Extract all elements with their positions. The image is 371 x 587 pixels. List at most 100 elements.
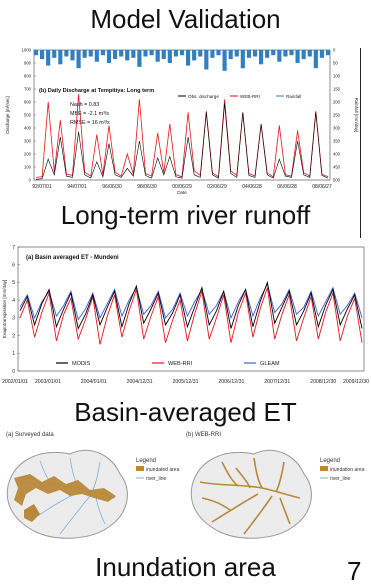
x-tick-label: 98/06/30 [137, 184, 157, 190]
y-tick-label: 100 [24, 165, 32, 170]
y2-tick-label: 250 [333, 113, 341, 118]
discharge-chart: 0 100 200 300 400 500 600 700 800 900 1000 0 50 100 15… [0, 44, 362, 204]
page-number: 7 [347, 556, 362, 586]
rainfall-bar [82, 50, 87, 58]
y-tick-label: 3 [12, 316, 15, 322]
rainfall-bar [216, 50, 221, 56]
y-axis-label: Discharge [m³/sec] [5, 96, 10, 134]
rainfall-bar [137, 50, 142, 67]
et-chart-title: (a) Basin averaged ET - Mundeni [26, 255, 119, 261]
rainfall-bar [76, 50, 81, 69]
stat-label: RMSE = 16 m³/s [70, 120, 110, 126]
x-tick-label: 00/06/29 [172, 184, 192, 190]
rainfall-bar [252, 50, 258, 57]
rainfall-bar [277, 50, 282, 62]
rainfall-bar [210, 50, 215, 58]
rainfall-bar [198, 50, 203, 57]
rainfall-bar [39, 50, 45, 60]
x-axis-label: Date [177, 190, 187, 195]
rainfall-bar [246, 50, 252, 58]
rainfall-bar [192, 50, 197, 61]
y-tick-label: 500 [24, 113, 32, 118]
rainfall-bar [161, 50, 166, 60]
surveyed-legend-item: inundated area [146, 467, 180, 473]
y2-tick-label: 0 [333, 48, 336, 53]
y-tick-label: 700 [24, 87, 32, 92]
x-tick-label: 2003/01/01 [35, 379, 61, 385]
rainfall-bar [271, 50, 276, 56]
rainfall-bar [283, 50, 288, 57]
x-tick-label: 2002/01/01 [2, 379, 28, 385]
surveyed-map-panel: (a) Surveyed data Legend inundated area … [6, 432, 180, 539]
rainfall-bar [295, 50, 300, 63]
runoff-caption: Long-term river runoff [60, 200, 311, 230]
inundation-figure: (a) Surveyed data Legend inundated area … [6, 432, 365, 539]
stat-label: Nash = 0.83 [70, 102, 99, 108]
y-tick-label: 900 [24, 61, 32, 66]
x-tick-label: 92/07/01 [32, 184, 52, 190]
observed-discharge-line [35, 103, 329, 180]
y2-tick-label: 100 [333, 74, 341, 79]
rainfall-bar [143, 50, 148, 57]
rainfall-bar [307, 50, 312, 57]
y2-tick-label: 50 [333, 61, 338, 66]
legend-label: WEB-RRI [240, 94, 260, 99]
legend-label: Rainfall [286, 94, 301, 99]
slide-divider [360, 48, 361, 238]
x-tick-label: 02/06/29 [207, 184, 227, 190]
rainfall-bar [46, 50, 51, 66]
rainfall-bar [258, 50, 264, 65]
legend-label: GLEAM [260, 361, 280, 367]
inundation-caption: Inundation area [95, 552, 276, 582]
et-caption: Basin-averaged ET [74, 397, 297, 427]
surveyed-legend-title: Legend [136, 458, 156, 464]
y2-tick-label: 400 [333, 152, 341, 157]
rainfall-bar [119, 50, 124, 57]
rainfall-bar [155, 50, 160, 62]
stat-label: MBE = -2.1 m³/s [70, 111, 109, 117]
rainfall-bar [204, 50, 209, 70]
y-tick-label: 7 [12, 245, 15, 251]
x-tick-label: 2006/12/31 [218, 379, 244, 385]
rainfall-bar [131, 50, 136, 58]
y2-axis-label: Rainfall [mm/day] [354, 98, 359, 133]
y2-tick-label: 450 [333, 165, 341, 170]
y-tick-label: 200 [24, 152, 32, 157]
y2-tick-label: 200 [333, 100, 341, 105]
et-chart: 0 1 2 3 4 5 6 7 Evapotranspiration [mm/day] 2002/… [2, 245, 369, 385]
rainfall-bar [265, 50, 270, 58]
surveyed-legend: Legend inundated area river_line [136, 458, 180, 482]
x-tick-label: 2004/12/31 [127, 379, 153, 385]
y-tick-label: 800 [24, 74, 32, 79]
surveyed-map-title: (a) Surveyed data [6, 432, 54, 438]
webrri-map-panel: (b) WEB-RRI Legend inundation area river… [186, 432, 365, 539]
y2-tick-label: 150 [333, 87, 341, 92]
x-tick-label: 06/06/28 [277, 184, 297, 190]
y2-tick-label: 500 [333, 178, 341, 183]
rainfall-bar [100, 50, 106, 56]
x-tick-label: 2007/12/31 [264, 379, 290, 385]
y-tick-label: 1 [12, 351, 15, 357]
webrri-legend: Legend inundation area river_line [320, 458, 365, 482]
rainfall-bar [33, 50, 39, 56]
y-tick-label: 400 [24, 126, 32, 131]
y-tick-label: 5 [12, 280, 15, 286]
y-tick-label: 0 [29, 178, 32, 183]
y-tick-label: 2 [12, 333, 15, 339]
y-tick-label: 600 [24, 100, 32, 105]
y-tick-label: 1000 [22, 48, 32, 53]
rainfall-bar [167, 50, 172, 63]
surveyed-legend-item: river_line [146, 476, 167, 482]
webrri-legend-title: Legend [320, 458, 340, 464]
discharge-chart-title: (b) Daily Discharge at Tempitiya: Long t… [39, 88, 154, 94]
rainfall-bar [125, 50, 130, 61]
rainfall-bar [106, 50, 112, 63]
rainfall-bar [179, 50, 185, 56]
x-tick-label: 94/07/01 [67, 184, 87, 190]
webrri-river-network [199, 457, 301, 535]
x-tick-label: 04/06/28 [242, 184, 262, 190]
y-tick-label: 6 [12, 263, 15, 269]
legend-label: MODIS [72, 361, 91, 367]
rainfall-bar [94, 50, 99, 62]
webrri-legend-item: river_line [330, 476, 351, 482]
